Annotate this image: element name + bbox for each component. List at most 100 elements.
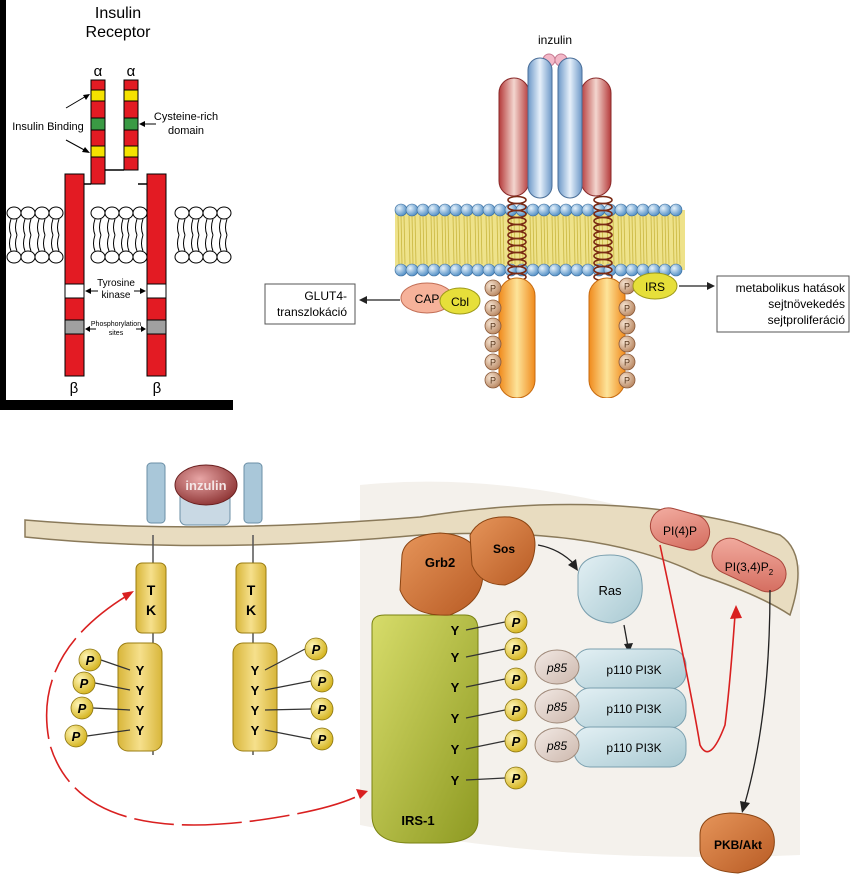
effects-label-line3: sejtproliferáció <box>768 313 846 327</box>
phosphate-ball-label: P <box>80 676 89 691</box>
pkb-akt-protein: PKB/Akt <box>699 812 775 874</box>
phosphate-bead-label: P <box>624 358 630 368</box>
phosphate-bead: P <box>484 279 502 297</box>
tk-to-irs1-arrow <box>45 594 361 826</box>
cbl-protein: Cbl <box>439 287 481 315</box>
p85-label: p85 <box>546 661 567 675</box>
phosphorylation-label-line1: Phosphorylation <box>91 321 141 328</box>
pi34p2-label-main: PI(3,4)P <box>725 560 769 574</box>
sos-label: Sos <box>493 542 515 556</box>
phosphate-bead: P <box>618 371 636 389</box>
phosphate-bead-label: P <box>490 376 496 386</box>
phosphate-ball-label: P <box>86 653 95 668</box>
lipid-bilayer <box>6 206 232 264</box>
phosphate-bead: P <box>484 353 502 371</box>
phosphate-ball: P <box>310 669 334 693</box>
tyrosine-label: Y <box>251 663 260 678</box>
tk-right-k: K <box>246 602 256 618</box>
phosphate-ball-label: P <box>318 732 327 747</box>
phosphate-ball: P <box>310 697 334 721</box>
sos-protein: Sos <box>469 516 536 586</box>
grb2-label: Grb2 <box>425 555 455 570</box>
receptor-tyrosine-sites: Y P Y P Y P Y P Y P Y P Y P Y P <box>64 637 334 751</box>
phosphate-bead-label: P <box>490 322 496 332</box>
irs1-protein: IRS-1 <box>371 614 479 844</box>
phosphate-ball-label: P <box>72 729 81 744</box>
phosphate-bead-label: P <box>624 376 630 386</box>
overview-transmembrane-helices <box>507 195 613 282</box>
tyrosine-label: Y <box>136 723 145 738</box>
overview-insulin-label: inzulin <box>538 33 572 47</box>
phosphate-ball: P <box>504 610 528 634</box>
phosphate-bead: P <box>618 335 636 353</box>
insulin-binding-label: Insulin Binding <box>12 121 84 133</box>
overview-alpha-subunits <box>498 57 612 199</box>
insulin-signaling-pathway-panel: inzulin T K T K Y P Y P Y P Y P Y P Y P Y P Y P IRS-1 Y… <box>0 425 864 882</box>
phosphate-ball: P <box>504 766 528 790</box>
phosphate-ball-label: P <box>512 615 521 630</box>
phosphate-ball-label: P <box>512 672 521 687</box>
ras-label: Ras <box>598 583 622 598</box>
phosphate-bead: P <box>618 353 636 371</box>
p85-label: p85 <box>546 739 567 753</box>
effects-label-line1: metabolikus hatások <box>736 281 846 295</box>
phosphate-ball-label: P <box>512 771 521 786</box>
phosphate-ball-label: P <box>512 642 521 657</box>
phosphate-ball-label: P <box>312 642 321 657</box>
phosphate-ball: P <box>504 698 528 722</box>
receptor-schematic: Insulin Receptor α α <box>6 5 232 397</box>
schematic-title-line1: Insulin <box>95 5 141 22</box>
cysteine-label-line2: domain <box>168 125 204 137</box>
glut4-box <box>264 283 356 325</box>
effects-box <box>716 275 850 333</box>
pi3k-complex: p85 p110 PI3K <box>534 687 687 729</box>
pi4p-label: PI(4)P <box>663 524 697 538</box>
p110-label: p110 PI3K <box>606 741 661 755</box>
pathway-illustration: inzulin T K T K Y P Y P Y P Y P Y P Y P Y P Y P IRS-1 Y… <box>24 462 800 874</box>
phosphate-bead-label: P <box>490 284 496 294</box>
phosphate-bead-label: P <box>624 340 630 350</box>
ras-protein: Ras <box>577 554 643 624</box>
cap-label: CAP <box>415 292 440 306</box>
tyrosine-label: Y <box>251 723 260 738</box>
pi34p2-label: PI(3,4)P2 <box>725 560 774 577</box>
tyrosine-kinase-label-line2: kinase <box>102 290 131 301</box>
phosphate-ball: P <box>504 729 528 753</box>
tyrosine-label: Y <box>451 742 460 757</box>
pathway-insulin-label: inzulin <box>185 478 226 493</box>
glut4-label-line1: GLUT4- <box>304 289 347 303</box>
pi34p2-lipid: PI(3,4)P2 <box>711 537 787 593</box>
ras-to-pi3k-arrow <box>623 624 629 648</box>
pathway-insulin-molecule: inzulin <box>174 464 238 506</box>
phosphate-bead-label: P <box>624 282 630 292</box>
overview-beta-subunits <box>498 277 626 399</box>
phosphate-bead: P <box>484 317 502 335</box>
p110-label: p110 PI3K <box>606 663 661 677</box>
phosphate-ball: P <box>70 696 94 720</box>
tk-left-k: K <box>146 602 156 618</box>
cap-protein: CAP <box>400 282 454 314</box>
phosphate-bead-label: P <box>624 304 630 314</box>
phosphate-ball: P <box>64 724 88 748</box>
schematic-title-line2: Receptor <box>86 24 152 41</box>
phosphate-ball: P <box>72 671 96 695</box>
beta-chain-right <box>138 173 167 377</box>
phosphate-bead: P <box>618 317 636 335</box>
beta-label-left: β <box>70 380 79 397</box>
phosphorylation-label-line2: sites <box>109 330 124 337</box>
beta-chain-left <box>64 173 91 377</box>
phosphate-bead: P <box>618 299 636 317</box>
p110-label: p110 PI3K <box>606 702 661 716</box>
phosphate-bead: P <box>484 371 502 389</box>
tyrosine-label: Y <box>136 703 145 718</box>
phosphate-ball-label: P <box>318 674 327 689</box>
irs1-label: IRS-1 <box>401 813 434 828</box>
alpha-label-right: α <box>127 63 136 80</box>
pi34p2-label-subscript: 2 <box>769 568 774 577</box>
receptor-tk-left: T K <box>117 535 167 755</box>
phosphate-ball: P <box>504 637 528 661</box>
pi3k-complex: p85 p110 PI3K <box>534 648 687 690</box>
tyrosine-label: Y <box>136 663 145 678</box>
